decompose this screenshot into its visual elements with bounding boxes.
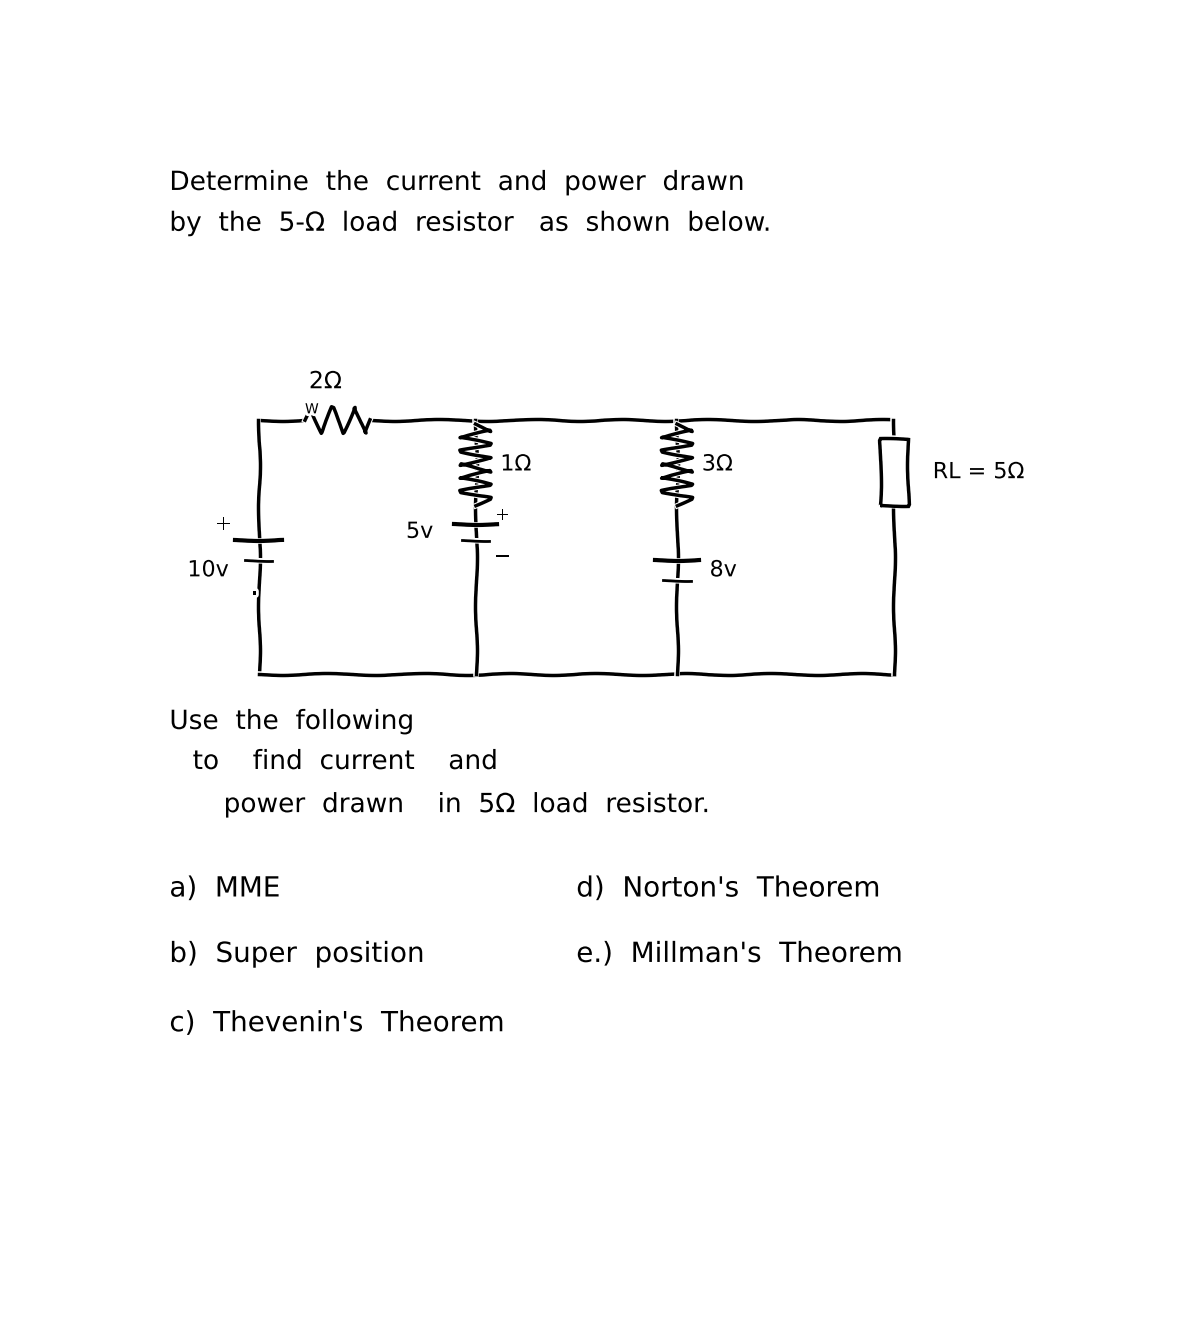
Text: +: + (215, 515, 232, 533)
Text: Determine  the  current  and  power  drawn: Determine the current and power drawn (169, 170, 745, 195)
Text: to    find  current    and: to find current and (193, 748, 498, 775)
Text: W: W (305, 403, 319, 416)
Text: by  the  5-Ω  load  resistor   as  shown  below.: by the 5-Ω load resistor as shown below. (169, 211, 772, 236)
Text: e.)  Millman's  Theorem: e.) Millman's Theorem (576, 940, 902, 968)
Text: d)  Norton's  Theorem: d) Norton's Theorem (576, 875, 880, 903)
Text: −: − (494, 546, 511, 566)
Text: 1Ω: 1Ω (500, 454, 532, 474)
Text: Use  the  following: Use the following (169, 709, 415, 735)
Text: c)  Thevenin's  Theorem: c) Thevenin's Theorem (169, 1010, 504, 1038)
Text: 5v: 5v (406, 521, 433, 541)
Text: +: + (496, 506, 510, 524)
Text: RL = 5Ω: RL = 5Ω (932, 462, 1025, 482)
Text: b)  Super  position: b) Super position (169, 940, 425, 968)
Text: 3Ω: 3Ω (702, 454, 733, 474)
Text: .: . (250, 569, 260, 602)
Text: a)  MME: a) MME (169, 875, 281, 903)
Bar (881, 440, 907, 506)
Text: power  drawn    in  5Ω  load  resistor.: power drawn in 5Ω load resistor. (223, 792, 710, 818)
Text: 2Ω: 2Ω (308, 370, 342, 393)
Text: 10v: 10v (187, 561, 229, 581)
Text: 8v: 8v (709, 561, 737, 581)
